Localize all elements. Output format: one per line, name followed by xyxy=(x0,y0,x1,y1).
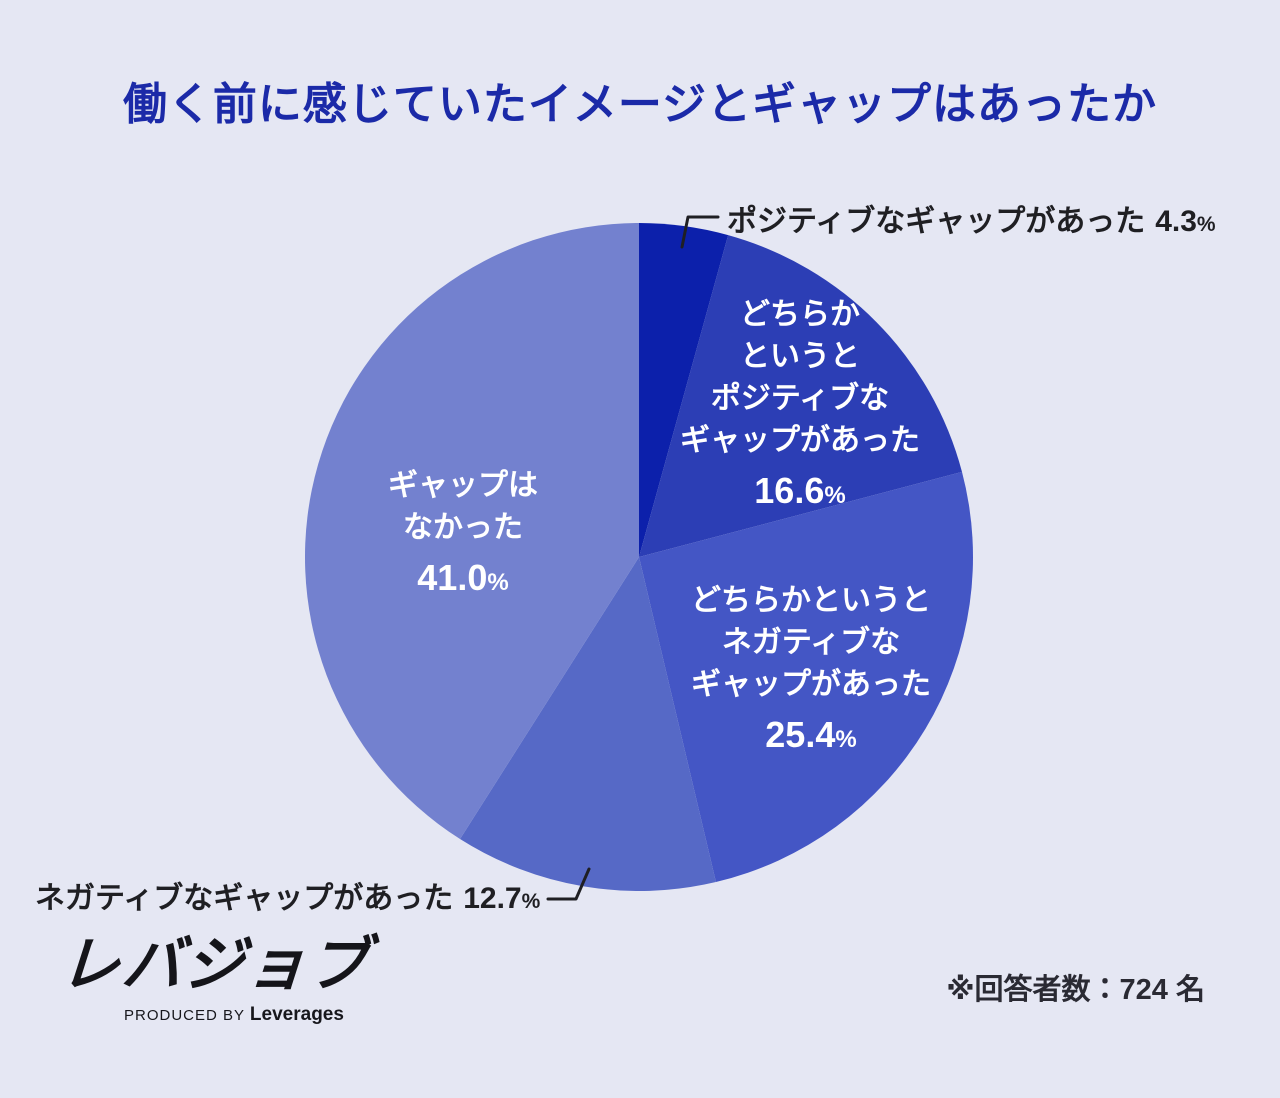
label-line: ポジティブな xyxy=(710,382,890,415)
label-line: というと xyxy=(740,340,860,373)
label-no-gap-value: 41.0% xyxy=(417,557,509,598)
label-negative-gap-text: ネガティブなギャップがあった xyxy=(35,882,454,915)
label-positive-gap-text: ポジティブなギャップがあった xyxy=(727,205,1146,238)
label-negative-gap: ネガティブなギャップがあった 12.7% xyxy=(35,877,540,924)
respondents-note: ※回答者数：724 名 xyxy=(946,974,1205,1006)
percent-sign: % xyxy=(835,726,857,753)
percent-sign: % xyxy=(521,890,541,913)
label-line: なかった xyxy=(403,511,523,544)
percent-sign: % xyxy=(487,569,509,596)
logo-subtext: PRODUCED BY Leverages xyxy=(124,1004,370,1026)
percent-sign: % xyxy=(824,482,846,509)
label-line: どちらかというと xyxy=(691,584,931,617)
callout-line-bottom xyxy=(546,867,591,901)
logo-produced-by: PRODUCED BY xyxy=(124,1007,250,1024)
callout-line-top xyxy=(680,215,720,249)
chart-title: 働く前に感じていたイメージとギャップはあったか xyxy=(122,80,1158,129)
label-rather-positive-gap: どちらか というと ポジティブな ギャップがあった 16.6% xyxy=(680,294,920,520)
pie-slice-1[interactable] xyxy=(639,235,962,557)
pie-slice-2[interactable] xyxy=(639,471,973,883)
label-line: ギャップがあった xyxy=(680,424,920,457)
label-rather-positive-value: 16.6% xyxy=(754,470,846,511)
pie-slices-group xyxy=(304,222,973,891)
label-rather-negative-gap: どちらかというと ネガティブな ギャップがあった 25.4% xyxy=(691,580,931,764)
label-line: ギャップは xyxy=(388,469,538,502)
logo-wordmark: レバジョブ xyxy=(57,931,373,998)
label-line: ネガティブな xyxy=(721,626,901,659)
logo: レバジョブ PRODUCED BY Leverages xyxy=(57,931,373,1026)
label-rather-negative-value: 25.4% xyxy=(765,714,857,755)
percent-sign: % xyxy=(1196,213,1216,236)
logo-brand-name: Leverages xyxy=(249,1004,344,1025)
pie-slice-0[interactable] xyxy=(639,223,729,557)
label-positive-gap: ポジティブなギャップがあった 4.3% xyxy=(727,200,1216,247)
label-negative-gap-value: 12.7 xyxy=(463,882,522,915)
label-line: どちらか xyxy=(740,298,860,331)
pie-slice-4[interactable] xyxy=(304,222,639,840)
label-line: ギャップがあった xyxy=(691,668,931,701)
label-no-gap: ギャップは なかった 41.0% xyxy=(388,465,538,607)
pie-slice-3[interactable] xyxy=(460,557,716,891)
label-positive-gap-value: 4.3 xyxy=(1155,205,1197,238)
